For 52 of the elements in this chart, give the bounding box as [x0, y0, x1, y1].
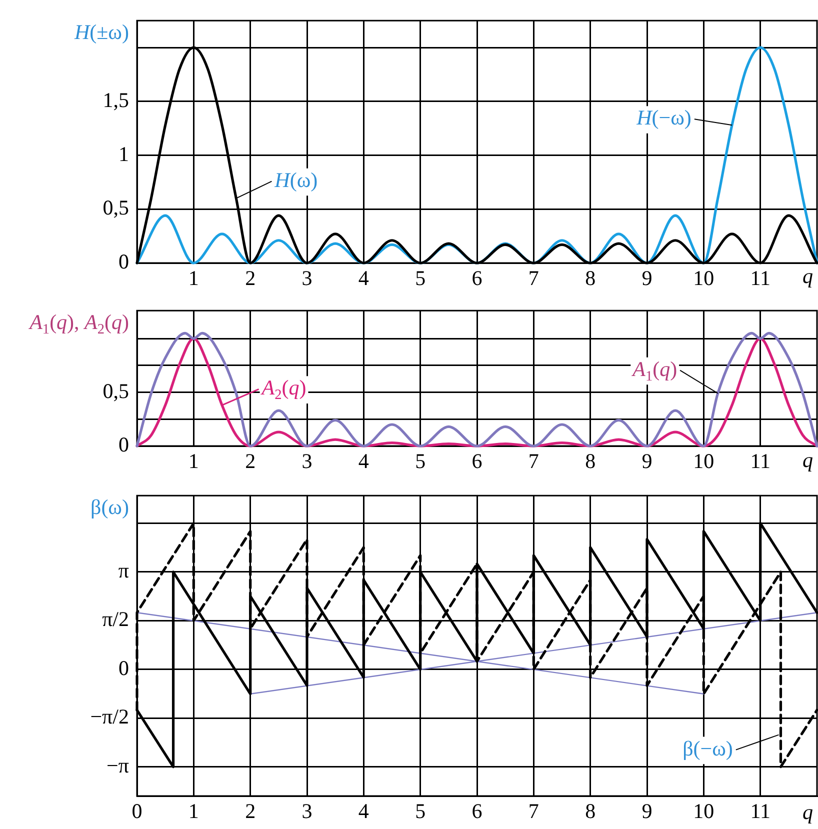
x-axis-title: q [802, 264, 814, 288]
legend-label: H(ω) [274, 168, 318, 192]
y-tick-label: 1,5 [102, 88, 129, 112]
x-tick-label: 7 [528, 449, 539, 474]
x-tick-label: 2 [245, 449, 256, 474]
legend-label: β(−ω) [682, 736, 733, 760]
x-tick-label: 9 [642, 799, 652, 824]
y-axis-title: β(ω) [90, 495, 130, 520]
x-tick-label: 5 [415, 266, 426, 290]
x-tick-label: 6 [472, 266, 482, 290]
y-tick-label: π/2 [102, 607, 129, 632]
y-tick-label: 0 [118, 656, 129, 680]
x-tick-label: 9 [642, 266, 652, 290]
x-tick-label: 1 [188, 266, 199, 290]
x-tick-label: 4 [358, 449, 370, 474]
x-tick-label: 8 [585, 266, 596, 290]
y-tick-label: −π/2 [90, 704, 129, 729]
x-tick-label: 2 [245, 799, 256, 824]
y-tick-label: −π [106, 753, 130, 778]
x-axis-title: q [802, 800, 814, 824]
series-label: H(−ω) [636, 106, 692, 130]
x-tick-label: 1 [188, 449, 199, 474]
x-tick-label: 2 [245, 266, 256, 290]
x-tick-label: 4 [358, 266, 370, 290]
y-tick-label: 0,5 [102, 378, 129, 403]
x-tick-label: 5 [415, 799, 426, 824]
x-tick-label: 1 [188, 799, 199, 824]
x-tick-label: 6 [472, 799, 482, 824]
y-tick-label: 1 [118, 142, 129, 166]
x-tick-label: 11 [750, 449, 770, 474]
x-tick-label: 10 [693, 449, 714, 474]
x-tick-label: 4 [358, 799, 370, 824]
x-tick-label: 11 [750, 266, 770, 290]
y-tick-label: 0 [118, 250, 129, 274]
x-tick-label: 6 [472, 449, 482, 474]
x-axis-title: q [802, 448, 814, 472]
x-tick-label: 10 [693, 266, 714, 290]
y-tick-label: π [118, 558, 130, 582]
x-tick-label: 7 [528, 799, 539, 824]
x-tick-label: 5 [415, 449, 426, 474]
y-axis-title: H(±ω) [74, 20, 130, 44]
x-tick-label: 3 [302, 449, 312, 474]
x-tick-label: 8 [585, 799, 596, 824]
y-tick-label: 0,5 [102, 196, 129, 220]
x-tick-label: 8 [585, 449, 596, 474]
x-tick-label: 3 [302, 799, 312, 824]
x-tick-label: 11 [750, 799, 770, 824]
x-tick-label: 10 [693, 799, 714, 824]
x-tick-label: 7 [528, 266, 539, 290]
x-tick-label: 9 [642, 449, 652, 474]
x-tick-label: 3 [302, 266, 312, 290]
y-tick-label: 0 [118, 432, 129, 457]
